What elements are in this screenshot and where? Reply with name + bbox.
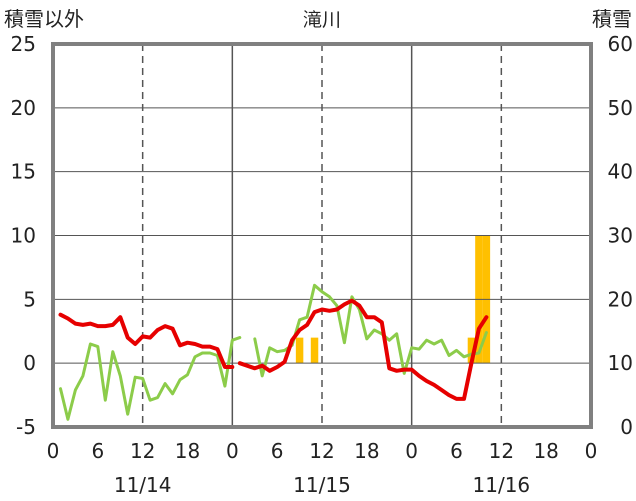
date-label: 11/14 <box>114 473 172 497</box>
left-tick-label: 15 <box>11 160 36 184</box>
temperature-line <box>58 312 235 369</box>
left-tick-label: 5 <box>23 287 36 311</box>
x-tick-label: 6 <box>450 439 463 463</box>
x-tick-label: 6 <box>271 439 284 463</box>
precipitation-bar <box>295 337 304 364</box>
x-tick-label: 12 <box>489 439 514 463</box>
x-tick-label: 18 <box>533 439 558 463</box>
precipitation-bar <box>467 337 476 364</box>
data-series <box>51 283 489 429</box>
right-tick-label: 60 <box>608 32 633 56</box>
right-tick-label: 40 <box>608 160 633 184</box>
date-label: 11/16 <box>473 473 531 497</box>
x-tick-label: 0 <box>47 439 60 463</box>
x-tick-label: 0 <box>405 439 418 463</box>
chart-title: 滝川 <box>303 9 341 31</box>
left-tick-label: 0 <box>23 351 36 375</box>
wind-line <box>59 336 242 421</box>
x-tick-label: 0 <box>226 439 239 463</box>
left-axis-label: 積雪以外 <box>4 7 84 31</box>
x-tick-label: 12 <box>130 439 155 463</box>
x-tick-label: 18 <box>354 439 379 463</box>
grid-lines <box>53 44 591 427</box>
left-tick-label: 20 <box>11 96 36 120</box>
right-axis-label: 積雪 <box>592 7 632 31</box>
right-tick-label: 0 <box>620 415 633 439</box>
date-label: 11/15 <box>293 473 351 497</box>
left-tick-label: -5 <box>16 415 36 439</box>
x-tick-label: 18 <box>175 439 200 463</box>
x-tick-label: 6 <box>91 439 104 463</box>
left-tick-label: 25 <box>11 32 36 56</box>
plot-frame <box>51 42 593 429</box>
right-tick-label: 20 <box>608 287 633 311</box>
left-tick-label: 10 <box>11 224 36 248</box>
x-tick-label: 0 <box>585 439 598 463</box>
right-tick-label: 30 <box>608 224 633 248</box>
x-tick-label: 12 <box>309 439 334 463</box>
precipitation-bar <box>310 337 319 364</box>
temperature-line <box>237 298 489 401</box>
right-tick-label: 10 <box>608 351 633 375</box>
right-tick-label: 50 <box>608 96 633 120</box>
